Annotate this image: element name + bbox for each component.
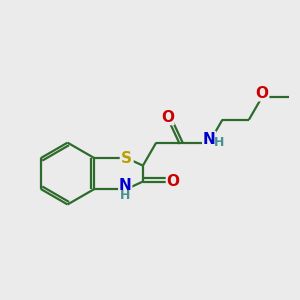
Text: N: N (203, 132, 215, 147)
Text: S: S (121, 151, 132, 166)
Text: O: O (167, 174, 179, 189)
Text: N: N (119, 178, 132, 193)
Text: O: O (161, 110, 174, 124)
Text: H: H (214, 136, 225, 149)
Text: H: H (120, 189, 130, 202)
Text: O: O (256, 86, 269, 101)
